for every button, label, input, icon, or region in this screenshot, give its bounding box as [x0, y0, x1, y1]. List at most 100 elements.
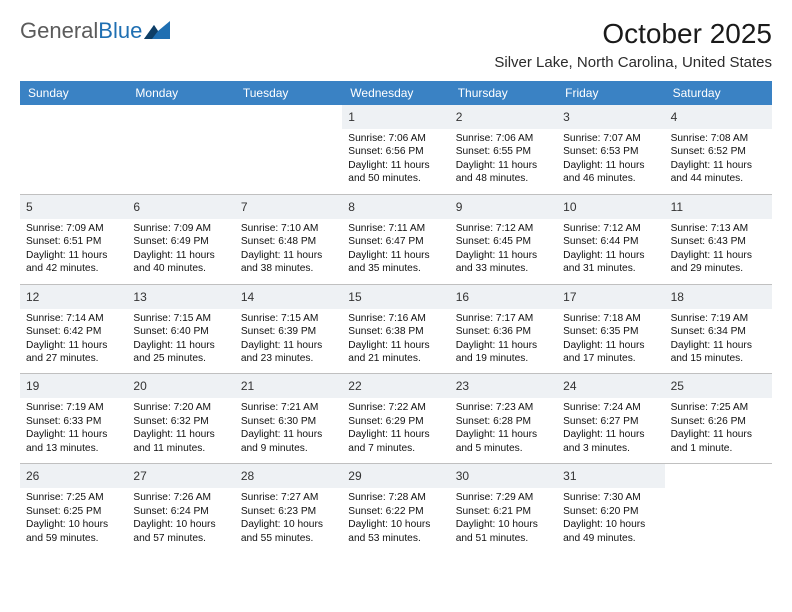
- day-info: Sunrise: 7:12 AMSunset: 6:44 PMDaylight:…: [563, 222, 658, 276]
- daylight-text: Daylight: 11 hours and 3 minutes.: [563, 428, 658, 455]
- day-cell: 23 Sunrise: 7:23 AMSunset: 6:28 PMDayligh…: [450, 374, 557, 463]
- day-cell: 24Sunrise: 7:24 AMSunset: 6:27 PMDayligh…: [557, 374, 664, 463]
- day-cell: 27 Sunrise: 7:26 AMSunset: 6:24 PMDayligh…: [127, 464, 234, 553]
- day-number: 17: [563, 290, 576, 304]
- day-number: 27: [133, 469, 146, 483]
- day-number: 24: [563, 379, 576, 393]
- day-num-row: 14: [235, 285, 342, 309]
- day-info: Sunrise: 7:23 AMSunset: 6:28 PMDaylight:…: [456, 401, 551, 455]
- sunrise-text: Sunrise: 7:26 AM: [133, 491, 228, 504]
- sunset-text: Sunset: 6:23 PM: [241, 505, 336, 518]
- calendar-week: 26Sunrise: 7:25 AMSunset: 6:25 PMDayligh…: [20, 463, 772, 553]
- day-info: Sunrise: 7:06 AMSunset: 6:55 PMDaylight:…: [456, 132, 551, 186]
- day-info: Sunrise: 7:29 AMSunset: 6:21 PMDaylight:…: [456, 491, 551, 545]
- daylight-text: Daylight: 11 hours and 40 minutes.: [133, 249, 228, 276]
- logo-text-general: General: [20, 18, 98, 43]
- day-number: 11: [671, 200, 683, 214]
- daylight-text: Daylight: 10 hours and 51 minutes.: [456, 518, 551, 545]
- sunset-text: Sunset: 6:25 PM: [26, 505, 121, 518]
- day-cell: 16 Sunrise: 7:17 AMSunset: 6:36 PMDayligh…: [450, 285, 557, 374]
- sunrise-text: Sunrise: 7:06 AM: [348, 132, 443, 145]
- daylight-text: Daylight: 11 hours and 19 minutes.: [456, 339, 551, 366]
- weekday-label: Saturday: [665, 81, 772, 105]
- sunrise-text: Sunrise: 7:19 AM: [26, 401, 121, 414]
- daylight-text: Daylight: 11 hours and 13 minutes.: [26, 428, 121, 455]
- day-number: 22: [348, 379, 361, 393]
- daylight-text: Daylight: 11 hours and 48 minutes.: [456, 159, 551, 186]
- daylight-text: Daylight: 11 hours and 15 minutes.: [671, 339, 766, 366]
- day-number: 21: [241, 379, 254, 393]
- day-cell: 26Sunrise: 7:25 AMSunset: 6:25 PMDayligh…: [20, 464, 127, 553]
- sunset-text: Sunset: 6:48 PM: [241, 235, 336, 248]
- day-cell: 6Sunrise: 7:09 AMSunset: 6:49 PMDaylight…: [127, 195, 234, 284]
- sunrise-text: Sunrise: 7:15 AM: [241, 312, 336, 325]
- day-num-row: 8: [342, 195, 449, 219]
- sunset-text: Sunset: 6:32 PM: [133, 415, 228, 428]
- day-num-row: 4: [665, 105, 772, 129]
- day-num-row: 7: [235, 195, 342, 219]
- day-number: 4: [671, 110, 678, 124]
- day-cell: 19Sunrise: 7:19 AMSunset: 6:33 PMDayligh…: [20, 374, 127, 463]
- day-number: 23: [456, 379, 469, 393]
- sunset-text: Sunset: 6:21 PM: [456, 505, 551, 518]
- logo-text-blue: Blue: [98, 18, 142, 43]
- sunrise-text: Sunrise: 7:10 AM: [241, 222, 336, 235]
- daylight-text: Daylight: 11 hours and 44 minutes.: [671, 159, 766, 186]
- day-info: Sunrise: 7:10 AMSunset: 6:48 PMDaylight:…: [241, 222, 336, 276]
- day-number: 16: [456, 290, 469, 304]
- calendar-weeks: 1Sunrise: 7:06 AMSunset: 6:56 PMDaylight…: [20, 105, 772, 553]
- sunrise-text: Sunrise: 7:14 AM: [26, 312, 121, 325]
- sunrise-text: Sunrise: 7:28 AM: [348, 491, 443, 504]
- sunset-text: Sunset: 6:40 PM: [133, 325, 228, 338]
- sunset-text: Sunset: 6:49 PM: [133, 235, 228, 248]
- sunrise-text: Sunrise: 7:23 AM: [456, 401, 551, 414]
- day-cell: [20, 105, 127, 194]
- weekday-label: Thursday: [450, 81, 557, 105]
- day-info: Sunrise: 7:20 AMSunset: 6:32 PMDaylight:…: [133, 401, 228, 455]
- day-number: 28: [241, 469, 254, 483]
- day-number: 2: [456, 110, 463, 124]
- day-number: 9: [456, 200, 463, 214]
- day-number: 19: [26, 379, 39, 393]
- day-cell: 7 Sunrise: 7:10 AMSunset: 6:48 PMDaylight…: [235, 195, 342, 284]
- sunrise-text: Sunrise: 7:27 AM: [241, 491, 336, 504]
- day-num-row: 12: [20, 285, 127, 309]
- day-num-row: 15: [342, 285, 449, 309]
- day-num-row: 22: [342, 374, 449, 398]
- sunrise-text: Sunrise: 7:19 AM: [671, 312, 766, 325]
- day-info: Sunrise: 7:17 AMSunset: 6:36 PMDaylight:…: [456, 312, 551, 366]
- day-num-row: 5: [20, 195, 127, 219]
- weekday-label: Wednesday: [342, 81, 449, 105]
- daylight-text: Daylight: 10 hours and 57 minutes.: [133, 518, 228, 545]
- sunset-text: Sunset: 6:42 PM: [26, 325, 121, 338]
- day-info: Sunrise: 7:07 AMSunset: 6:53 PMDaylight:…: [563, 132, 658, 186]
- day-info: Sunrise: 7:15 AMSunset: 6:40 PMDaylight:…: [133, 312, 228, 366]
- month-title: October 2025: [494, 18, 772, 50]
- daylight-text: Daylight: 11 hours and 33 minutes.: [456, 249, 551, 276]
- sunset-text: Sunset: 6:43 PM: [671, 235, 766, 248]
- daylight-text: Daylight: 11 hours and 50 minutes.: [348, 159, 443, 186]
- day-number: 30: [456, 469, 469, 483]
- day-num-row: 27: [127, 464, 234, 488]
- daylight-text: Daylight: 10 hours and 55 minutes.: [241, 518, 336, 545]
- sunrise-text: Sunrise: 7:30 AM: [563, 491, 658, 504]
- day-num-row: 29: [342, 464, 449, 488]
- daylight-text: Daylight: 11 hours and 46 minutes.: [563, 159, 658, 186]
- title-block: October 2025 Silver Lake, North Carolina…: [494, 18, 772, 71]
- sunset-text: Sunset: 6:35 PM: [563, 325, 658, 338]
- weekday-label: Sunday: [20, 81, 127, 105]
- sunset-text: Sunset: 6:24 PM: [133, 505, 228, 518]
- sunrise-text: Sunrise: 7:11 AM: [348, 222, 443, 235]
- sunrise-text: Sunrise: 7:20 AM: [133, 401, 228, 414]
- location: Silver Lake, North Carolina, United Stat…: [494, 54, 772, 71]
- day-number: 5: [26, 200, 33, 214]
- day-cell: 10Sunrise: 7:12 AMSunset: 6:44 PMDayligh…: [557, 195, 664, 284]
- sunset-text: Sunset: 6:39 PM: [241, 325, 336, 338]
- day-num-row: 13: [127, 285, 234, 309]
- sunset-text: Sunset: 6:56 PM: [348, 145, 443, 158]
- sunset-text: Sunset: 6:38 PM: [348, 325, 443, 338]
- daylight-text: Daylight: 11 hours and 17 minutes.: [563, 339, 658, 366]
- day-info: Sunrise: 7:09 AMSunset: 6:51 PMDaylight:…: [26, 222, 121, 276]
- sunrise-text: Sunrise: 7:18 AM: [563, 312, 658, 325]
- sunrise-text: Sunrise: 7:12 AM: [456, 222, 551, 235]
